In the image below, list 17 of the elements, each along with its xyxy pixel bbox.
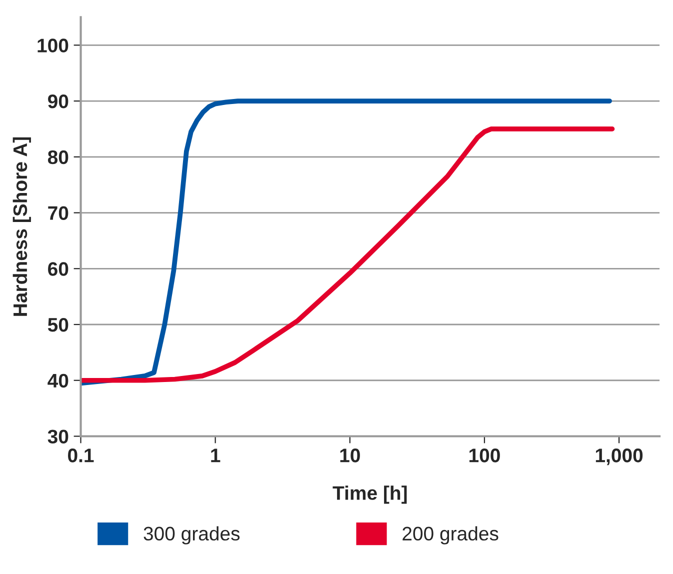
y-tick-label: 60 [48, 262, 68, 276]
x-tick-label: 1,000 [596, 448, 643, 466]
y-tick-label: 100 [38, 38, 68, 52]
y-tick-label: 40 [48, 374, 68, 388]
y-tick-label: 70 [48, 206, 68, 220]
y-tick-label: 30 [48, 430, 68, 444]
legend-label: 200 grades [402, 526, 498, 544]
y-tick-label: 50 [48, 318, 68, 332]
x-axis-title: Time [h] [332, 486, 407, 504]
y-axis-title: Hardness [Shore A] [12, 137, 31, 316]
x-tick-label: 0.1 [68, 448, 94, 462]
y-tick-label: 90 [48, 94, 68, 108]
y-tick-label: 80 [48, 150, 68, 164]
x-tick-label: 100 [469, 448, 500, 462]
x-tick-label: 10 [340, 448, 360, 462]
legend-label: 300 grades [144, 526, 240, 544]
x-tick-label: 1 [211, 448, 220, 462]
